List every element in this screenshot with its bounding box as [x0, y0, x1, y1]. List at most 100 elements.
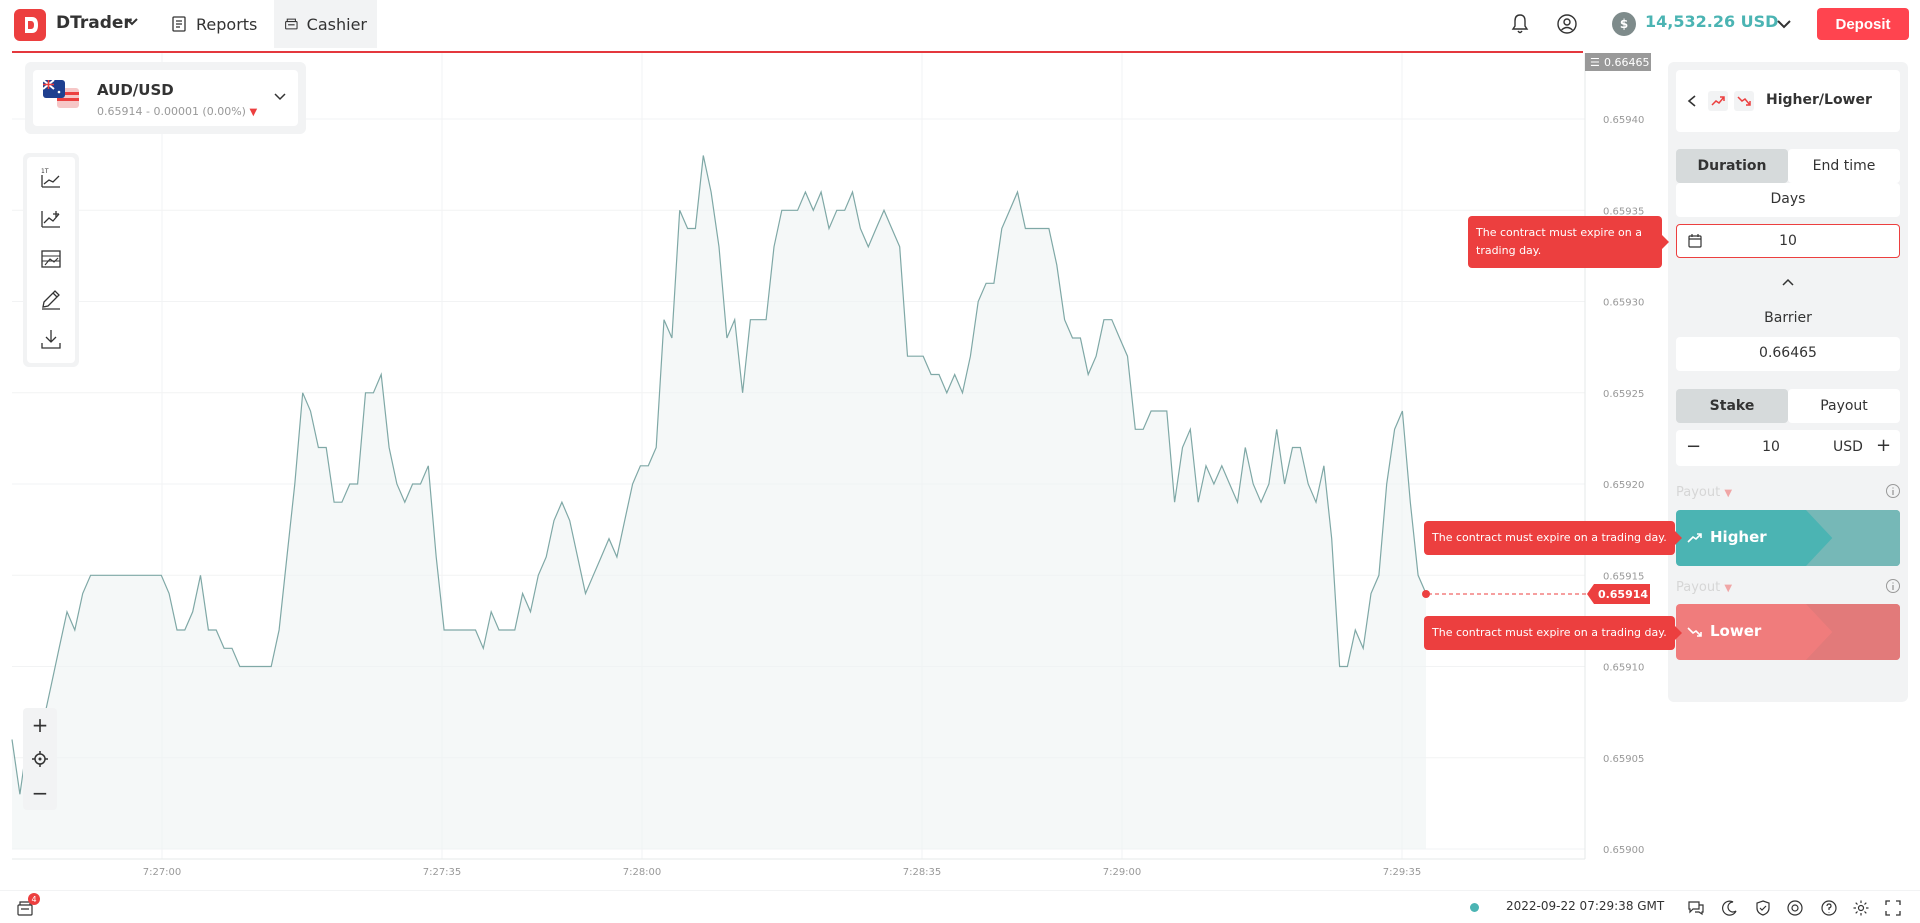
barrier-marker: ☰ 0.66465: [1585, 53, 1651, 71]
symbol-name: AUD/USD: [97, 81, 174, 99]
currency-icon: $: [1612, 12, 1636, 36]
chevron-down-icon[interactable]: [124, 14, 140, 30]
trade-type-label: Higher/Lower: [1766, 92, 1872, 108]
x-tick-label: 7:28:35: [903, 867, 942, 878]
barrier-value: 0.66465: [1759, 345, 1817, 361]
notification-badge: 4: [28, 893, 40, 905]
barrier-title: Barrier: [1764, 310, 1812, 326]
higher-label: Higher: [1710, 528, 1767, 546]
zoom-controls: + −: [23, 708, 57, 810]
lower-button[interactable]: Lower: [1676, 604, 1900, 660]
duration-value: 10: [1779, 233, 1797, 249]
responsible-trading-icon[interactable]: [1786, 899, 1804, 917]
crosshair-button[interactable]: [25, 744, 55, 774]
y-tick-label: 0.65910: [1603, 663, 1644, 674]
higher-payout-label: Payout ▼: [1676, 485, 1733, 500]
stake-increment-button[interactable]: +: [1876, 435, 1892, 456]
indicators-icon[interactable]: [39, 207, 63, 231]
lower-trade-icon: [1734, 91, 1754, 111]
higher-info-icon[interactable]: [1885, 483, 1901, 499]
stake-value: 10: [1762, 439, 1780, 455]
barrier-title-box: Barrier: [1676, 300, 1900, 336]
y-tick-label: 0.65915: [1603, 571, 1644, 582]
duration-input[interactable]: 10: [1676, 224, 1900, 258]
cashier-icon: [285, 18, 298, 30]
nav-reports-label: Reports: [196, 14, 258, 34]
y-tick-label: 0.65900: [1603, 845, 1644, 856]
current-price-label: 0.65914: [1598, 588, 1648, 601]
barrier-label: 0.66465: [1604, 56, 1650, 69]
y-tick-label: 0.65925: [1603, 389, 1644, 400]
account-balance[interactable]: 14,532.26 USD: [1645, 12, 1779, 31]
y-tick-label: 0.65940: [1603, 115, 1644, 126]
price-area: [12, 155, 1426, 849]
x-tick-label: 7:27:35: [423, 867, 462, 878]
y-tick-label: 0.65920: [1603, 480, 1644, 491]
x-tick-label: 7:29:00: [1103, 867, 1142, 878]
deposit-button[interactable]: Deposit: [1817, 8, 1909, 40]
fullscreen-icon[interactable]: [1884, 899, 1902, 917]
back-chevron-icon[interactable]: [1686, 94, 1698, 108]
chart-toolbar-inner: 1T: [27, 157, 75, 363]
lower-info-icon[interactable]: [1885, 578, 1901, 594]
svg-text:1T: 1T: [41, 168, 49, 175]
dark-mode-icon[interactable]: [1721, 899, 1739, 917]
stake-decrement-button[interactable]: −: [1686, 436, 1702, 457]
nav-cashier[interactable]: Cashier: [274, 0, 377, 48]
calendar-icon[interactable]: [1687, 233, 1703, 249]
chart-toolbar: 1T: [23, 153, 79, 367]
settings-gear-icon[interactable]: [1852, 899, 1870, 917]
shield-icon[interactable]: [1754, 899, 1772, 917]
duration-error-tooltip: The contract must expire on a trading da…: [1468, 216, 1669, 268]
y-tick-label: 0.65905: [1603, 754, 1644, 765]
x-tick-label: 7:29:35: [1383, 867, 1422, 878]
drawing-tools-icon[interactable]: [39, 287, 63, 311]
y-tick-label: 0.65930: [1603, 298, 1644, 309]
chart-type-icon[interactable]: 1T: [39, 167, 63, 191]
collapse-chevron-up-icon[interactable]: [1780, 274, 1796, 290]
deriv-logo-icon[interactable]: [14, 9, 46, 41]
zoom-out-button[interactable]: −: [31, 781, 49, 805]
aud-usd-flag-icon: [43, 80, 79, 108]
duration-unit-label: Days: [1770, 191, 1806, 207]
higher-button[interactable]: Higher: [1676, 510, 1900, 566]
current-price-dot: [1422, 590, 1430, 598]
symbol-selector[interactable]: AUD/USD 0.65914 - 0.00001 (0.00%) ▼: [25, 62, 306, 134]
symbol-chevron-down-icon[interactable]: [273, 90, 287, 104]
duration-unit-select[interactable]: Days: [1676, 183, 1900, 217]
server-time: 2022-09-22 07:29:38 GMT: [1506, 899, 1665, 913]
higher-icon: [1687, 533, 1702, 543]
barrier-input[interactable]: 0.66465: [1676, 337, 1900, 371]
crosshair-icon: [32, 751, 48, 767]
lower-icon: [1687, 627, 1702, 637]
tab-end-time[interactable]: End time: [1788, 149, 1900, 183]
lower-error-tooltip: The contract must expire on a trading da…: [1424, 616, 1682, 650]
bell-icon[interactable]: [1508, 12, 1532, 36]
nav-reports[interactable]: Reports: [160, 0, 267, 48]
price-line: [11, 155, 1427, 795]
balance-chevron-down-icon[interactable]: [1772, 12, 1796, 36]
tab-duration[interactable]: Duration: [1676, 149, 1788, 183]
barrier-line: [12, 51, 1583, 53]
stake-input[interactable]: − 10 USD +: [1676, 430, 1900, 466]
trade-type-selector[interactable]: Higher/Lower: [1676, 70, 1900, 132]
higher-button-accent: [1806, 510, 1900, 566]
reports-icon: [172, 16, 186, 32]
chat-icon[interactable]: [1687, 899, 1705, 917]
app-brand[interactable]: DTrader: [56, 13, 132, 33]
lower-payout-label: Payout ▼: [1676, 580, 1733, 595]
templates-icon[interactable]: [39, 247, 63, 271]
price-chart[interactable]: 0.65940 0.65935 0.65930 0.65925 0.65920 0.659…: [0, 53, 1660, 890]
lower-label: Lower: [1710, 622, 1762, 640]
symbol-quote: 0.65914 - 0.00001 (0.00%) ▼: [97, 105, 258, 118]
tab-stake[interactable]: Stake: [1676, 389, 1788, 423]
zoom-in-button[interactable]: +: [31, 713, 49, 737]
account-icon[interactable]: [1555, 12, 1579, 36]
x-tick-label: 7:27:00: [143, 867, 182, 878]
symbol-inner[interactable]: AUD/USD 0.65914 - 0.00001 (0.00%) ▼: [33, 70, 298, 126]
download-icon[interactable]: [39, 327, 63, 351]
tab-payout[interactable]: Payout: [1788, 389, 1900, 423]
stake-currency: USD: [1833, 439, 1863, 455]
help-icon[interactable]: [1820, 899, 1838, 917]
y-tick-label: 0.65935: [1603, 206, 1644, 217]
